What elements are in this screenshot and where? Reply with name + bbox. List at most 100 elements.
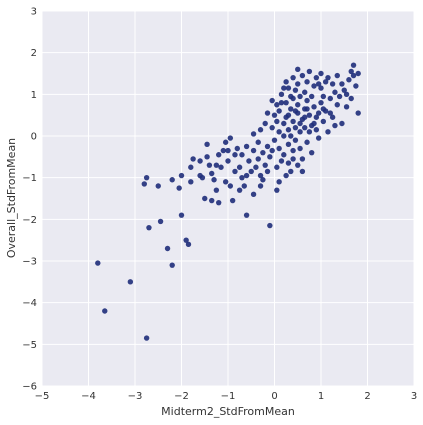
data-point bbox=[276, 108, 282, 114]
data-point bbox=[269, 97, 275, 104]
data-point bbox=[183, 237, 189, 243]
data-point bbox=[250, 147, 257, 154]
y-tick-label: 2 bbox=[31, 48, 37, 59]
data-point bbox=[204, 141, 210, 148]
data-point bbox=[350, 62, 357, 68]
data-point bbox=[283, 79, 289, 85]
data-point bbox=[327, 95, 333, 102]
data-point bbox=[292, 137, 299, 143]
data-point bbox=[216, 152, 222, 158]
y-tick-label: −3 bbox=[22, 257, 37, 268]
data-point bbox=[257, 183, 264, 189]
data-point bbox=[315, 81, 322, 87]
x-tick-labels: −5 −4 −3 −2 −1 0 1 2 3 bbox=[35, 391, 418, 402]
data-point bbox=[216, 199, 222, 206]
data-point bbox=[243, 143, 250, 150]
data-point bbox=[255, 156, 261, 162]
data-point bbox=[190, 156, 196, 162]
data-point bbox=[292, 87, 299, 93]
data-point bbox=[297, 93, 303, 100]
data-points bbox=[95, 62, 361, 341]
y-tick-label: 3 bbox=[31, 7, 37, 18]
data-point bbox=[281, 133, 287, 139]
data-point bbox=[292, 108, 299, 114]
x-tick-label: −3 bbox=[128, 391, 143, 402]
data-point bbox=[304, 139, 310, 145]
data-point bbox=[320, 118, 327, 125]
data-point bbox=[281, 85, 287, 91]
data-point bbox=[146, 224, 152, 231]
data-point bbox=[264, 168, 271, 175]
data-point bbox=[276, 179, 282, 185]
y-tick-label: 0 bbox=[31, 132, 37, 143]
data-point bbox=[225, 158, 231, 164]
y-tick-labels: −6 −5 −4 −3 −2 −1 0 1 2 3 bbox=[22, 7, 37, 393]
data-point bbox=[327, 110, 333, 116]
gridlines bbox=[41, 10, 415, 387]
data-point bbox=[318, 70, 324, 77]
data-point bbox=[95, 260, 101, 266]
data-point bbox=[178, 212, 185, 218]
data-point bbox=[257, 172, 264, 179]
data-point bbox=[304, 79, 310, 85]
data-point bbox=[304, 97, 310, 104]
data-point bbox=[290, 118, 296, 125]
data-point bbox=[353, 83, 359, 89]
data-point bbox=[274, 118, 280, 125]
data-point bbox=[269, 124, 275, 131]
data-point bbox=[169, 262, 175, 268]
data-point bbox=[262, 120, 268, 127]
data-point bbox=[281, 152, 287, 158]
data-point bbox=[309, 149, 315, 156]
data-point bbox=[355, 110, 361, 116]
x-tick-label: 0 bbox=[271, 391, 277, 402]
data-point bbox=[243, 212, 250, 218]
data-point bbox=[334, 102, 340, 108]
data-point bbox=[281, 120, 287, 127]
data-point bbox=[318, 99, 324, 106]
y-axis-title: Overall_StdFromMean bbox=[5, 138, 18, 258]
data-point bbox=[260, 177, 266, 183]
data-point bbox=[283, 99, 289, 106]
data-point bbox=[264, 143, 271, 150]
data-point bbox=[285, 160, 292, 166]
data-point bbox=[264, 110, 271, 116]
data-point bbox=[157, 218, 164, 225]
data-point bbox=[306, 129, 313, 135]
x-tick-label: −2 bbox=[174, 391, 189, 402]
data-point bbox=[325, 129, 331, 135]
data-point bbox=[164, 245, 171, 252]
data-point bbox=[188, 179, 194, 185]
data-point bbox=[197, 172, 203, 179]
data-point bbox=[288, 93, 294, 100]
data-point bbox=[211, 177, 217, 183]
data-point bbox=[202, 195, 208, 202]
data-point bbox=[143, 174, 150, 181]
data-point bbox=[271, 112, 278, 118]
data-point bbox=[260, 149, 266, 156]
data-point bbox=[332, 89, 338, 95]
data-point bbox=[290, 74, 296, 81]
x-tick-label: 1 bbox=[318, 391, 324, 402]
data-point bbox=[274, 102, 280, 108]
data-point bbox=[315, 110, 322, 116]
data-point bbox=[262, 162, 268, 168]
data-point bbox=[285, 127, 292, 133]
data-point bbox=[220, 147, 227, 154]
data-point bbox=[209, 197, 215, 204]
y-tick-label: −6 bbox=[22, 382, 37, 393]
data-point bbox=[306, 112, 313, 118]
data-point bbox=[222, 179, 229, 185]
data-point bbox=[348, 68, 354, 75]
data-point bbox=[267, 222, 273, 229]
data-point bbox=[311, 120, 317, 127]
data-point bbox=[343, 91, 350, 98]
data-point bbox=[274, 164, 280, 170]
data-point bbox=[311, 104, 317, 110]
data-point bbox=[213, 187, 220, 193]
data-point bbox=[329, 81, 336, 87]
data-point bbox=[350, 72, 357, 79]
x-tick-label: −4 bbox=[81, 391, 96, 402]
data-point bbox=[292, 124, 299, 131]
data-point bbox=[102, 308, 108, 314]
